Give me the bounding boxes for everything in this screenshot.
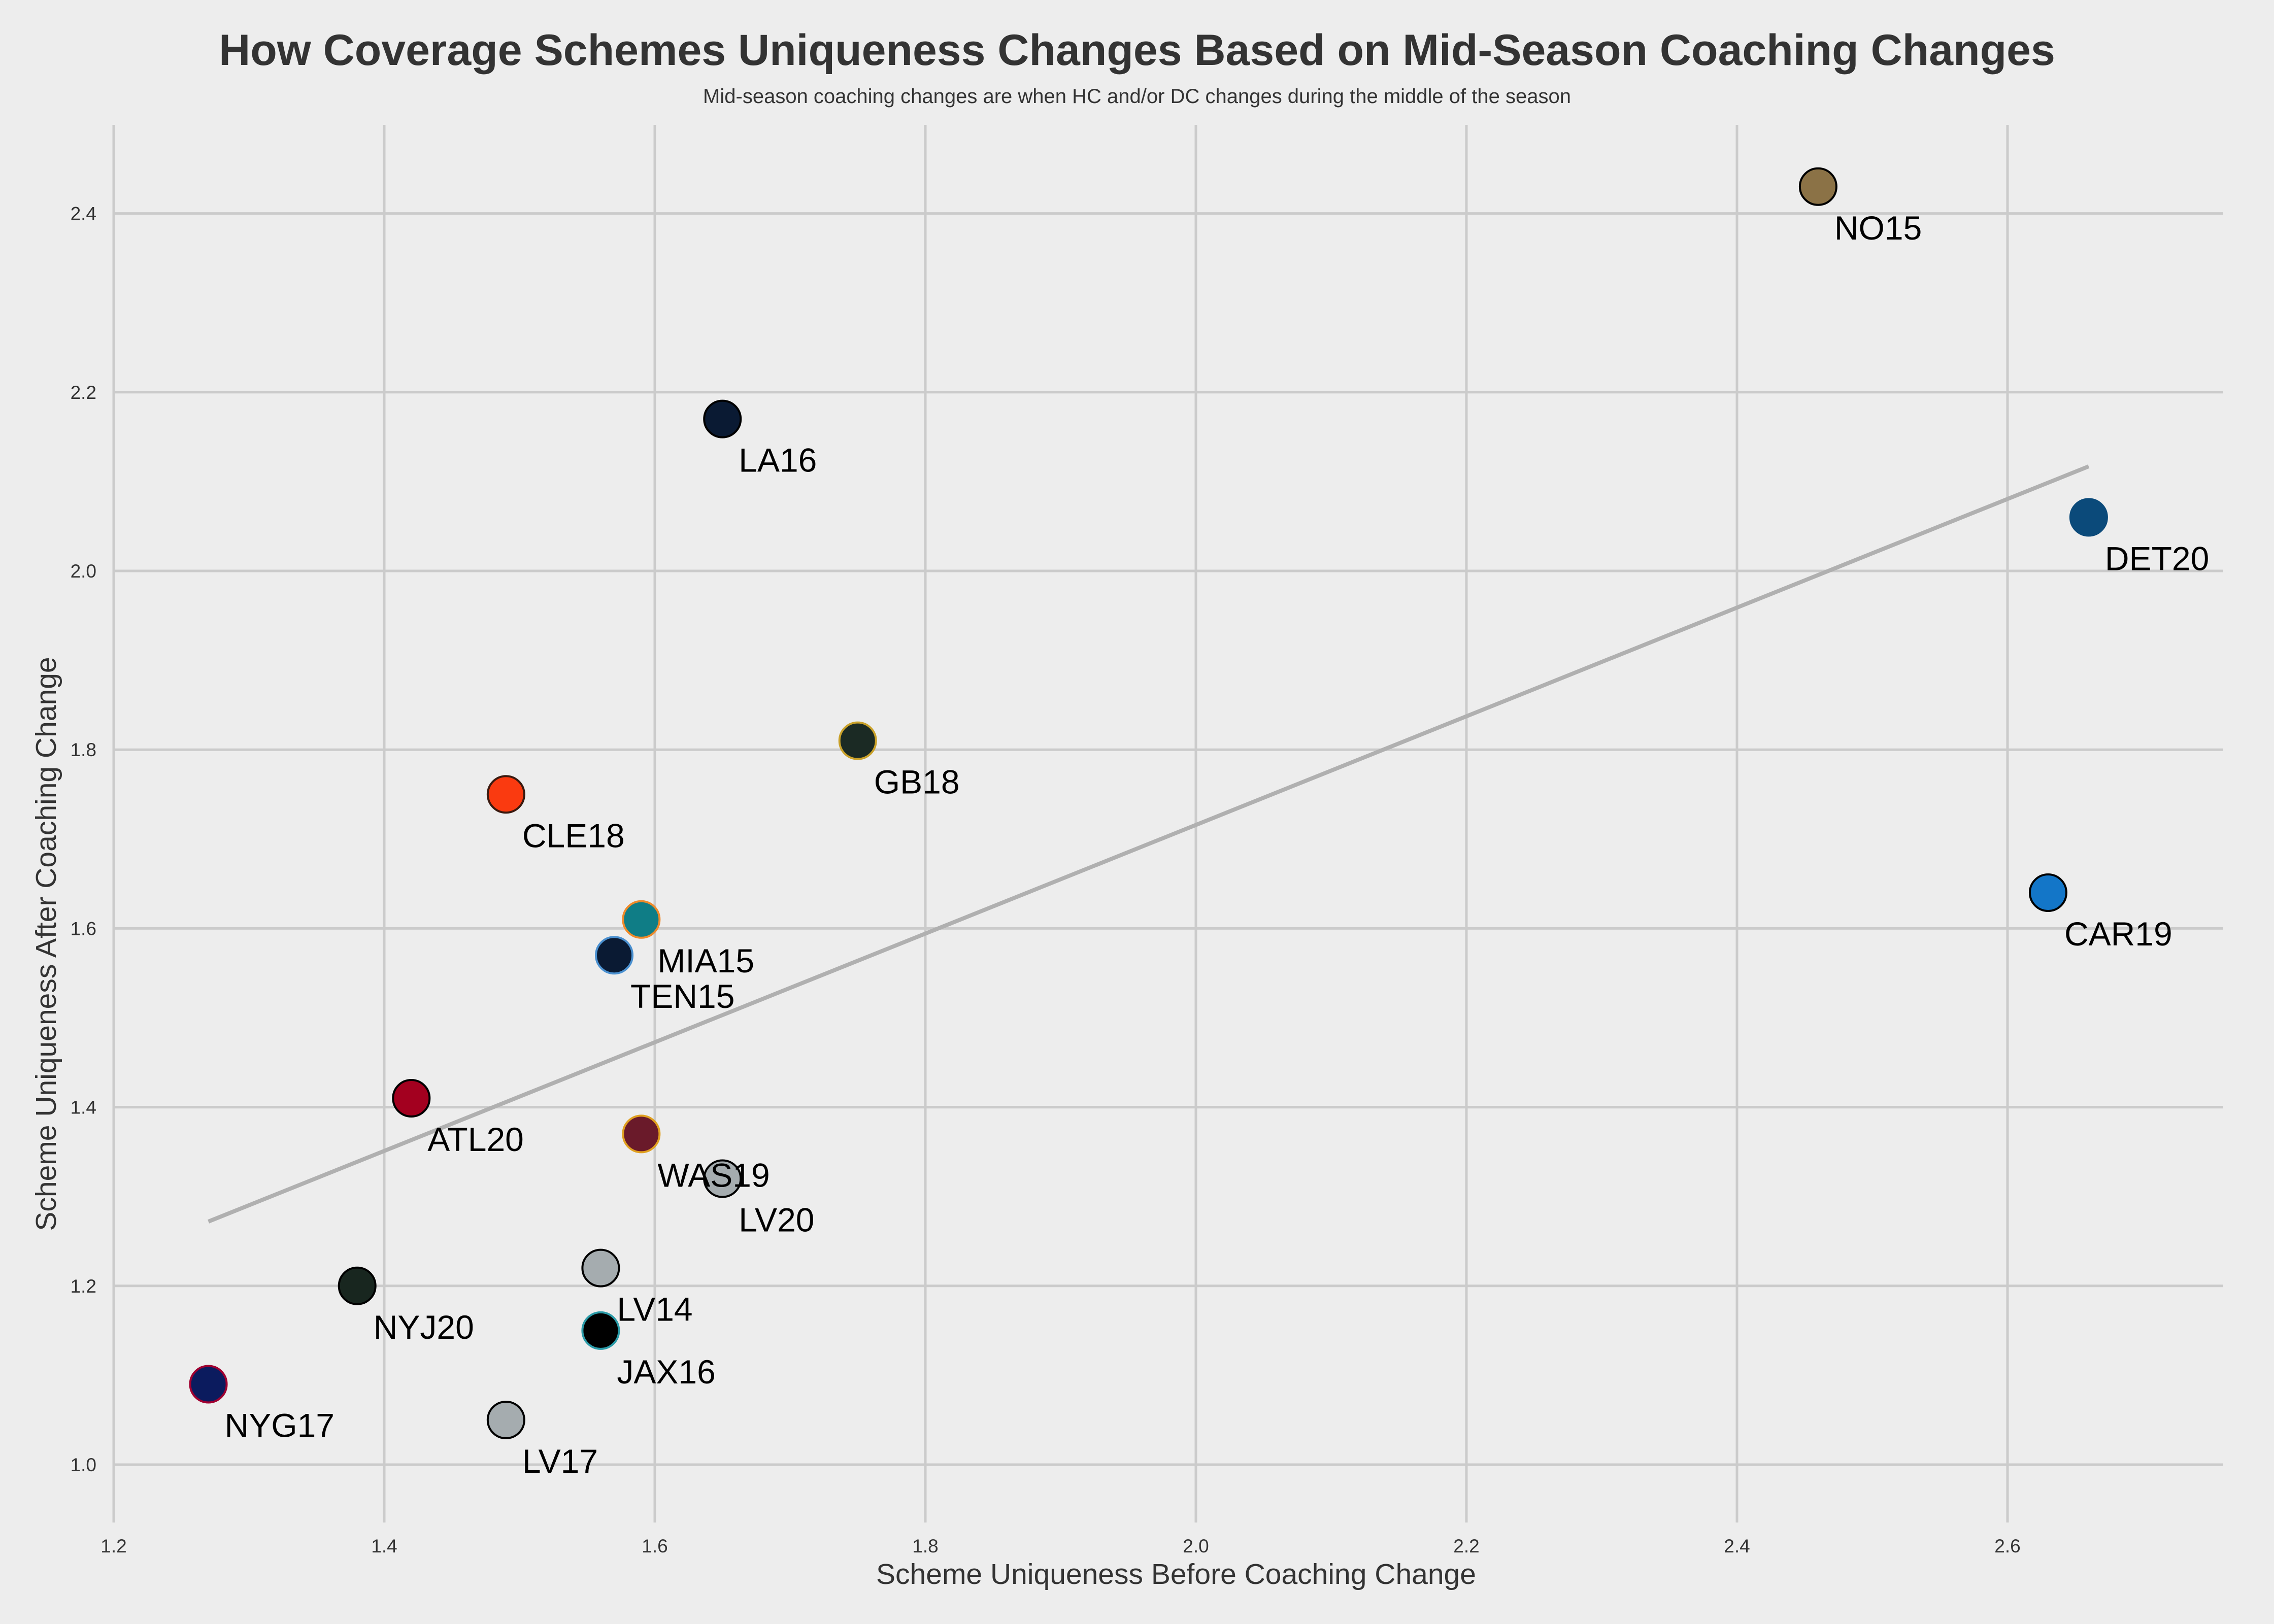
- point-label-lv17: LV17: [522, 1442, 598, 1480]
- point-lv14: [581, 1248, 620, 1288]
- point-label-no15: NO15: [1834, 209, 1922, 247]
- trendline: [208, 464, 2090, 1224]
- point-label-la16: LA16: [739, 442, 817, 479]
- x-tick-label: 1.6: [642, 1536, 667, 1557]
- point-label-car19: CAR19: [2064, 915, 2172, 953]
- point-gb18: [838, 721, 877, 760]
- point-lv17: [486, 1400, 525, 1439]
- y-tick-label: 1.8: [71, 739, 96, 760]
- point-cle18: [486, 775, 525, 814]
- x-tick-label: 2.2: [1453, 1536, 1479, 1557]
- point-ten15: [595, 936, 634, 975]
- x-tick-label: 2.4: [1724, 1536, 1750, 1557]
- point-label-lv14: LV14: [617, 1291, 692, 1328]
- point-nyg17: [189, 1365, 228, 1404]
- axis-ticks: 1.2 1.4 1.6 1.8 2.0 2.2 2.4 2.6 1.0 1.2 1.4 1.6 1.8 2…: [71, 204, 2021, 1557]
- point-label-nyg17: NYG17: [225, 1407, 335, 1444]
- point-nyj20: [338, 1266, 377, 1305]
- x-tick-label: 1.4: [371, 1536, 397, 1557]
- point-label-gb18: GB18: [874, 763, 960, 801]
- y-tick-label: 1.6: [71, 918, 96, 939]
- point-atl20: [392, 1078, 431, 1118]
- point-label-nyj20: NYJ20: [374, 1308, 474, 1346]
- chart-subtitle: Mid-season coaching changes are when HC …: [703, 85, 1571, 108]
- point-label-mia15: MIA15: [657, 942, 754, 979]
- point-label-was19: WAS19: [657, 1156, 770, 1194]
- point-car19: [2028, 873, 2067, 912]
- x-tick-label: 2.6: [1994, 1536, 2020, 1557]
- chart-title: How Coverage Schemes Uniqueness Changes …: [219, 26, 2055, 75]
- y-tick-label: 1.4: [71, 1097, 96, 1118]
- point-mia15: [622, 900, 661, 939]
- point-jax16: [581, 1311, 620, 1350]
- x-axis-label: Scheme Uniqueness Before Coaching Change: [876, 1558, 1476, 1591]
- x-tick-label: 1.8: [912, 1536, 938, 1557]
- x-tick-label: 1.2: [101, 1536, 126, 1557]
- point-label-cle18: CLE18: [522, 817, 625, 854]
- x-tick-label: 2.0: [1183, 1536, 1209, 1557]
- point-det20: [2069, 498, 2108, 537]
- point-was19: [622, 1114, 661, 1154]
- y-tick-label: 2.0: [71, 561, 96, 582]
- point-lv20: [703, 1159, 742, 1198]
- trendline-layer: [208, 464, 2090, 1224]
- point-label-det20: DET20: [2105, 539, 2209, 577]
- point-label-jax16: JAX16: [617, 1353, 715, 1391]
- y-axis-label: Scheme Uniqueness After Coaching Change: [30, 657, 62, 1231]
- point-label-ten15: TEN15: [630, 977, 734, 1015]
- point-no15: [1798, 167, 1837, 206]
- point-la16: [703, 399, 742, 438]
- y-tick-label: 1.2: [71, 1276, 96, 1297]
- y-tick-label: 1.0: [71, 1454, 96, 1475]
- y-tick-label: 2.2: [71, 382, 96, 403]
- point-label-atl20: ATL20: [427, 1121, 524, 1158]
- y-tick-label: 2.4: [71, 204, 96, 224]
- points-layer: [189, 167, 2108, 1439]
- point-label-lv20: LV20: [739, 1201, 814, 1238]
